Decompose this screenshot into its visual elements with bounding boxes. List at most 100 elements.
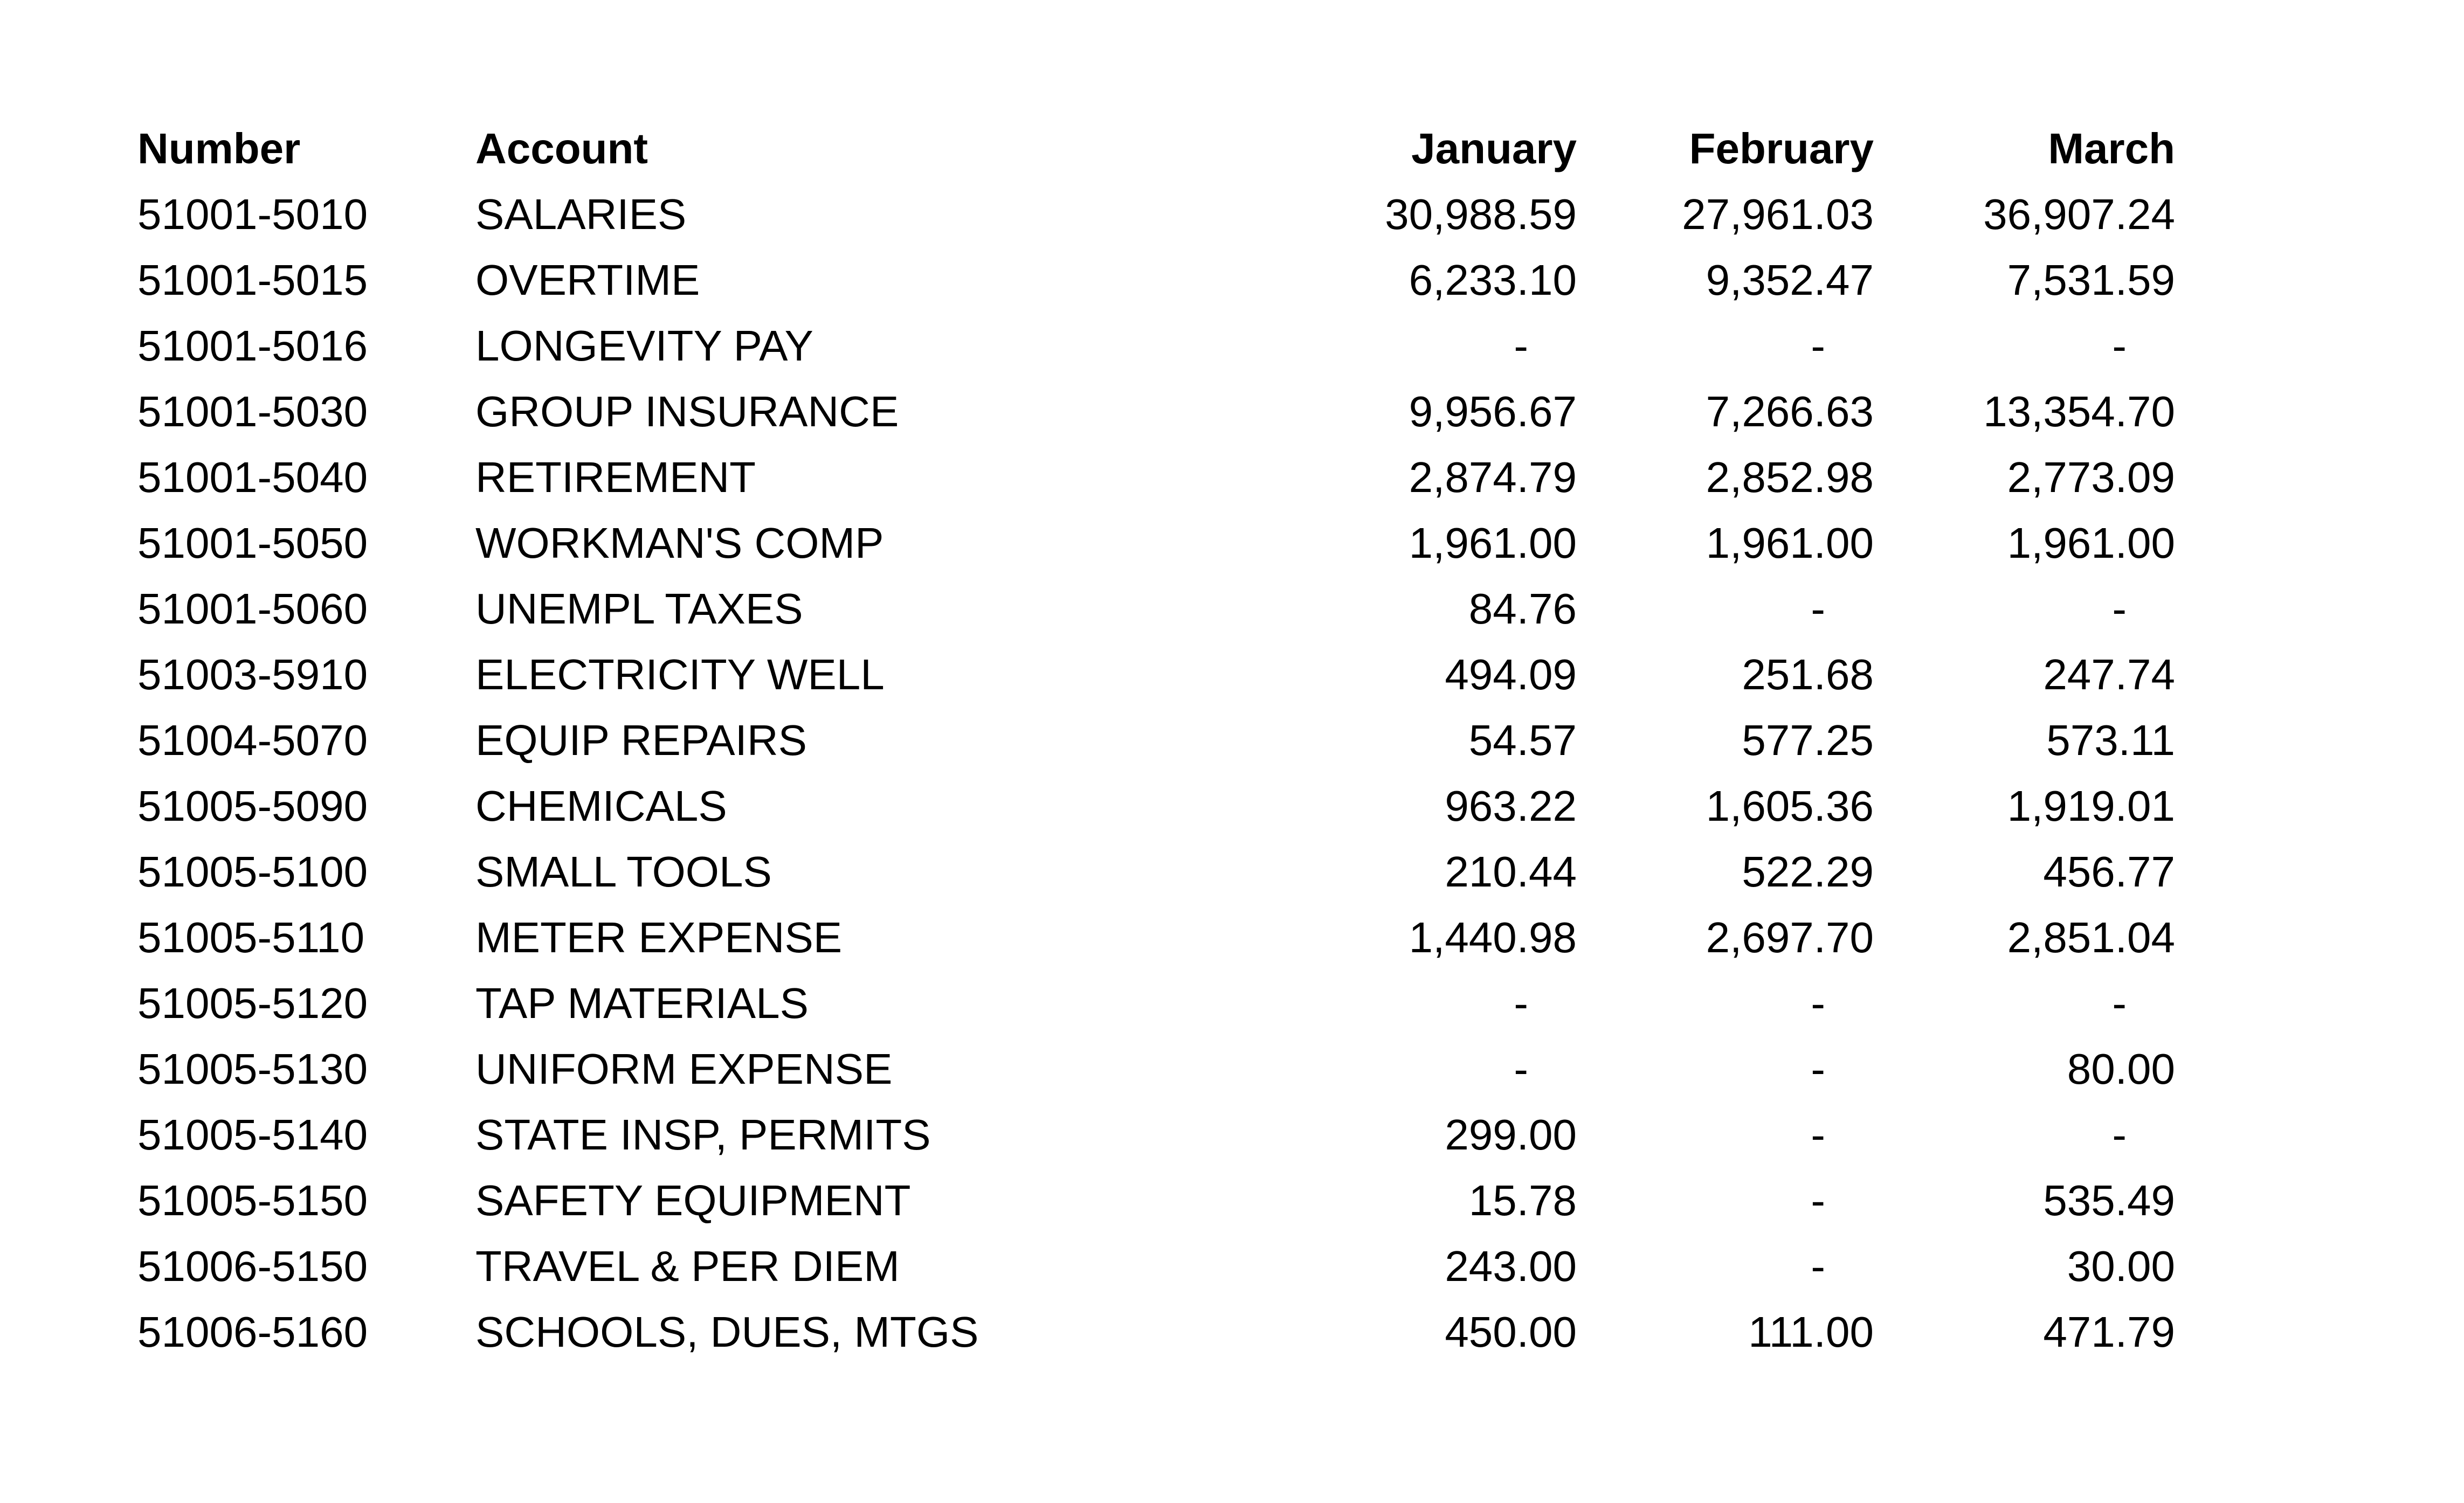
cell-february: - xyxy=(1811,322,1825,370)
cell-february: 1,605.36 xyxy=(1706,782,1874,830)
table-row: 51005-5130 UNIFORM EXPENSE - - 80.00 xyxy=(137,1036,2175,1102)
column-header-number: Number xyxy=(137,124,301,172)
cell-january: 450.00 xyxy=(1445,1308,1577,1356)
cell-february: 9,352.47 xyxy=(1706,256,1874,304)
cell-march: 13,354.70 xyxy=(1983,387,2175,435)
table-row: 51001-5050 WORKMAN'S COMP 1,961.00 1,961… xyxy=(137,510,2175,576)
cell-march: 471.79 xyxy=(2043,1308,2175,1356)
cell-march: 30.00 xyxy=(2067,1242,2175,1290)
cell-march: 2,851.04 xyxy=(2007,913,2175,961)
cell-account: CHEMICALS xyxy=(475,782,727,830)
cell-january: 494.09 xyxy=(1445,650,1577,698)
table-row: 51005-5090 CHEMICALS 963.22 1,605.36 1,9… xyxy=(137,773,2175,839)
cell-february: 251.68 xyxy=(1742,650,1874,698)
cell-january: 1,961.00 xyxy=(1409,519,1577,567)
cell-number: 51005-5110 xyxy=(137,913,365,961)
cell-number: 51001-5016 xyxy=(137,322,368,370)
cell-january: 9,956.67 xyxy=(1409,387,1577,435)
cell-account: OVERTIME xyxy=(475,256,700,304)
table-row: 51001-5015 OVERTIME 6,233.10 9,352.47 7,… xyxy=(137,247,2175,313)
cell-march: 573.11 xyxy=(2046,716,2175,764)
table-row: 51001-5016 LONGEVITY PAY - - - xyxy=(137,313,2175,379)
cell-january: 15.78 xyxy=(1468,1176,1577,1224)
cell-account: SAFETY EQUIPMENT xyxy=(475,1176,911,1224)
cell-february: 2,852.98 xyxy=(1706,453,1874,501)
table-row: 51001-5010 SALARIES 30,988.59 27,961.03 … xyxy=(137,182,2175,247)
cell-january: 210.44 xyxy=(1445,848,1577,896)
cell-number: 51001-5040 xyxy=(137,453,368,501)
cell-account: UNIFORM EXPENSE xyxy=(475,1045,893,1093)
table-row: 51006-5160 SCHOOLS, DUES, MTGS 450.00 11… xyxy=(137,1299,2175,1365)
cell-number: 51001-5030 xyxy=(137,387,368,435)
table-row: 51005-5120 TAP MATERIALS - - - xyxy=(137,971,2175,1036)
cell-february: - xyxy=(1811,979,1825,1027)
cell-account: TRAVEL & PER DIEM xyxy=(475,1242,900,1290)
cell-account: TAP MATERIALS xyxy=(475,979,809,1027)
cell-account: SCHOOLS, DUES, MTGS xyxy=(475,1308,979,1356)
cell-march: 80.00 xyxy=(2067,1045,2175,1093)
cell-january: 1,440.98 xyxy=(1409,913,1577,961)
cell-account: SALARIES xyxy=(475,190,687,238)
cell-number: 51005-5120 xyxy=(137,979,368,1027)
cell-january: 54.57 xyxy=(1468,716,1577,764)
table-row: 51006-5150 TRAVEL & PER DIEM 243.00 - 30… xyxy=(137,1234,2175,1299)
cell-march: 456.77 xyxy=(2043,848,2175,896)
table-row: 51001-5030 GROUP INSURANCE 9,956.67 7,26… xyxy=(137,379,2175,445)
cell-march: - xyxy=(2112,979,2127,1027)
cell-account: LONGEVITY PAY xyxy=(475,322,813,370)
cell-number: 51001-5010 xyxy=(137,190,368,238)
cell-number: 51001-5060 xyxy=(137,585,368,633)
table-row: 51005-5150 SAFETY EQUIPMENT 15.78 - 535.… xyxy=(137,1168,2175,1234)
cell-account: EQUIP REPAIRS xyxy=(475,716,807,764)
table-row: 51001-5040 RETIREMENT 2,874.79 2,852.98 … xyxy=(137,445,2175,510)
cell-january: - xyxy=(1514,322,1528,370)
cell-account: GROUP INSURANCE xyxy=(475,387,899,435)
cell-march: 535.49 xyxy=(2043,1176,2175,1224)
cell-number: 51005-5140 xyxy=(137,1111,368,1159)
cell-february: 7,266.63 xyxy=(1706,387,1874,435)
cell-number: 51004-5070 xyxy=(137,716,368,764)
cell-february: - xyxy=(1811,585,1825,633)
cell-march: - xyxy=(2112,585,2127,633)
cell-january: 963.22 xyxy=(1445,782,1577,830)
cell-account: UNEMPL TAXES xyxy=(475,585,803,633)
cell-account: METER EXPENSE xyxy=(475,913,843,961)
cell-january: 84.76 xyxy=(1468,585,1577,633)
table-row: 51005-5140 STATE INSP, PERMITS 299.00 - … xyxy=(137,1102,2175,1168)
cell-number: 51005-5130 xyxy=(137,1045,368,1093)
cell-january: - xyxy=(1514,979,1528,1027)
cell-february: 27,961.03 xyxy=(1682,190,1874,238)
table-row: 51005-5110 METER EXPENSE 1,440.98 2,697.… xyxy=(137,905,2175,971)
cell-march: 36,907.24 xyxy=(1983,190,2175,238)
cell-march: 7,531.59 xyxy=(2007,256,2175,304)
cell-february: 1,961.00 xyxy=(1706,519,1874,567)
column-header-january: January xyxy=(1411,124,1577,172)
table-row: 51005-5100 SMALL TOOLS 210.44 522.29 456… xyxy=(137,839,2175,905)
cell-january: 243.00 xyxy=(1445,1242,1577,1290)
cell-number: 51003-5910 xyxy=(137,650,368,698)
column-header-account: Account xyxy=(475,124,648,172)
cell-february: 111.00 xyxy=(1748,1308,1874,1356)
cell-account: WORKMAN'S COMP xyxy=(475,519,884,567)
cell-february: 577.25 xyxy=(1742,716,1874,764)
cell-account: RETIREMENT xyxy=(475,453,756,501)
cell-march: 1,961.00 xyxy=(2007,519,2175,567)
cell-account: SMALL TOOLS xyxy=(475,848,772,896)
cell-january: 30,988.59 xyxy=(1385,190,1577,238)
cell-march: - xyxy=(2112,1111,2127,1159)
column-header-march: March xyxy=(2048,124,2175,172)
cell-march: 247.74 xyxy=(2043,650,2175,698)
cell-february: - xyxy=(1811,1242,1825,1290)
cell-march: 1,919.01 xyxy=(2007,782,2175,830)
cell-number: 51006-5150 xyxy=(137,1242,368,1290)
table-row: 51004-5070 EQUIP REPAIRS 54.57 577.25 57… xyxy=(137,708,2175,773)
cell-account: STATE INSP, PERMITS xyxy=(475,1111,931,1159)
cell-number: 51001-5050 xyxy=(137,519,368,567)
cell-february: - xyxy=(1811,1176,1825,1224)
cell-march: 2,773.09 xyxy=(2007,453,2175,501)
cell-number: 51005-5150 xyxy=(137,1176,368,1224)
cell-account: ELECTRICITY WELL xyxy=(475,650,885,698)
cell-number: 51001-5015 xyxy=(137,256,368,304)
cell-january: 299.00 xyxy=(1445,1111,1577,1159)
cell-february: - xyxy=(1811,1045,1825,1093)
